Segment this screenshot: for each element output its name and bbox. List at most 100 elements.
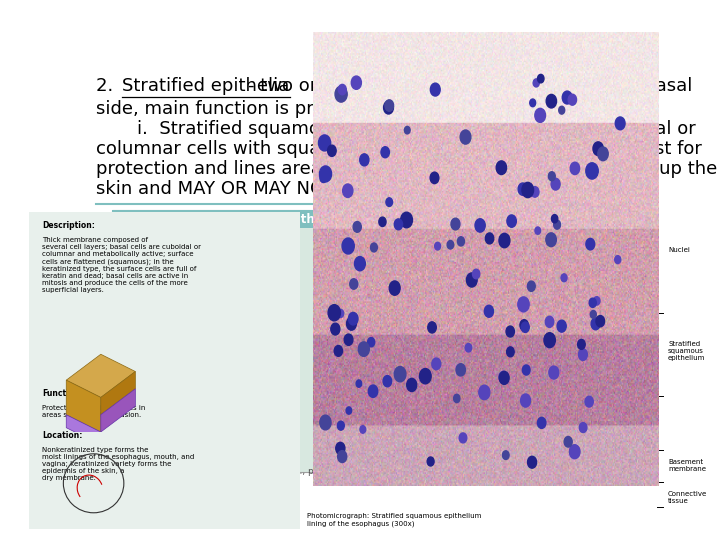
Circle shape xyxy=(465,343,472,352)
Circle shape xyxy=(386,198,392,206)
Circle shape xyxy=(521,322,529,333)
Circle shape xyxy=(593,142,603,156)
Circle shape xyxy=(320,173,327,183)
Circle shape xyxy=(348,313,358,325)
Circle shape xyxy=(336,442,345,454)
Text: Protects underlying tissues in
areas subjected to abrasion.: Protects underlying tissues in areas sub… xyxy=(42,406,145,419)
Circle shape xyxy=(615,255,621,264)
Circle shape xyxy=(328,305,341,321)
Circle shape xyxy=(381,147,390,158)
Text: columnar cells with squamous cells at the surface. It is the best for: columnar cells with squamous cells at th… xyxy=(96,140,701,158)
Circle shape xyxy=(359,342,369,356)
Polygon shape xyxy=(66,380,101,432)
Circle shape xyxy=(535,109,546,123)
Circle shape xyxy=(551,178,560,190)
Circle shape xyxy=(338,309,343,318)
Circle shape xyxy=(344,334,353,346)
Circle shape xyxy=(383,375,392,387)
Text: Stratified epithelia: Stratified epithelia xyxy=(122,77,289,95)
Circle shape xyxy=(485,233,494,244)
Circle shape xyxy=(351,76,361,89)
Circle shape xyxy=(549,366,559,379)
Text: Stratified
squamous
epithelium: Stratified squamous epithelium xyxy=(668,341,706,361)
Circle shape xyxy=(562,91,572,104)
Circle shape xyxy=(499,372,509,384)
Circle shape xyxy=(405,126,410,134)
Text: Function:: Function: xyxy=(42,389,83,399)
Text: Connective
tissue: Connective tissue xyxy=(668,491,707,504)
Text: Thick membrane composed of
several cell layers; basal cells are cuboidal or
colu: Thick membrane composed of several cell … xyxy=(42,237,201,293)
Circle shape xyxy=(554,220,561,229)
Circle shape xyxy=(518,297,529,312)
Circle shape xyxy=(586,163,598,179)
Text: Photomicrograph: Stratified squamous epithelium
lining of the esophagus (300x): Photomicrograph: Stratified squamous epi… xyxy=(307,514,482,527)
Circle shape xyxy=(598,147,608,161)
Circle shape xyxy=(467,273,477,287)
Circle shape xyxy=(354,256,365,271)
Circle shape xyxy=(570,162,580,174)
Circle shape xyxy=(506,326,514,337)
Circle shape xyxy=(549,172,555,181)
Circle shape xyxy=(578,349,588,361)
Circle shape xyxy=(557,320,566,332)
Circle shape xyxy=(420,368,431,384)
Circle shape xyxy=(338,84,346,95)
Circle shape xyxy=(616,117,625,130)
Circle shape xyxy=(535,227,541,234)
Circle shape xyxy=(544,333,555,348)
Circle shape xyxy=(328,145,336,157)
Circle shape xyxy=(520,320,528,330)
Circle shape xyxy=(360,426,366,433)
Circle shape xyxy=(499,233,510,248)
Circle shape xyxy=(593,296,600,305)
Circle shape xyxy=(335,86,347,102)
Circle shape xyxy=(475,219,485,232)
Text: protection and lines areas that are often-abraded. They make up the: protection and lines areas that are ofte… xyxy=(96,160,717,178)
Circle shape xyxy=(320,415,331,430)
Circle shape xyxy=(522,183,534,198)
Circle shape xyxy=(346,318,356,330)
Circle shape xyxy=(350,279,358,289)
Circle shape xyxy=(390,281,400,295)
Circle shape xyxy=(472,269,480,279)
Circle shape xyxy=(356,380,361,387)
Circle shape xyxy=(353,221,361,232)
Circle shape xyxy=(330,323,340,335)
Polygon shape xyxy=(66,415,101,445)
Circle shape xyxy=(585,396,593,407)
Circle shape xyxy=(546,233,557,247)
Circle shape xyxy=(395,367,406,382)
Polygon shape xyxy=(66,354,135,397)
Circle shape xyxy=(456,364,465,376)
Circle shape xyxy=(552,214,558,223)
Text: - two or more layers of cells, cells rise from basal: - two or more layers of cells, cells ris… xyxy=(248,77,693,95)
Circle shape xyxy=(531,187,539,197)
Circle shape xyxy=(428,322,436,333)
Circle shape xyxy=(507,347,514,357)
Circle shape xyxy=(496,161,507,174)
Circle shape xyxy=(342,238,354,254)
Circle shape xyxy=(521,394,531,407)
Circle shape xyxy=(407,379,417,392)
Circle shape xyxy=(561,274,567,282)
Text: 2.: 2. xyxy=(96,77,125,95)
Circle shape xyxy=(447,240,454,249)
Text: Location:: Location: xyxy=(42,431,82,440)
Circle shape xyxy=(360,154,369,166)
Circle shape xyxy=(537,417,546,428)
Text: Description:: Description: xyxy=(42,221,95,230)
Polygon shape xyxy=(101,389,135,432)
Text: Nonkeratinized type forms the
moist linings of the esophagus, mouth, and
vagina;: Nonkeratinized type forms the moist lini… xyxy=(42,447,194,481)
Circle shape xyxy=(596,315,605,327)
Circle shape xyxy=(334,346,343,356)
Text: i.  Stratified squamous epithelium- many layers of cuboidal or: i. Stratified squamous epithelium- many … xyxy=(138,120,696,138)
Circle shape xyxy=(395,219,402,230)
Circle shape xyxy=(499,372,508,382)
Circle shape xyxy=(545,316,554,327)
Circle shape xyxy=(369,385,378,397)
Circle shape xyxy=(568,94,577,105)
Circle shape xyxy=(564,436,572,447)
Text: side, main function is protection.: side, main function is protection. xyxy=(96,100,392,118)
Circle shape xyxy=(320,166,332,182)
Circle shape xyxy=(435,242,441,250)
